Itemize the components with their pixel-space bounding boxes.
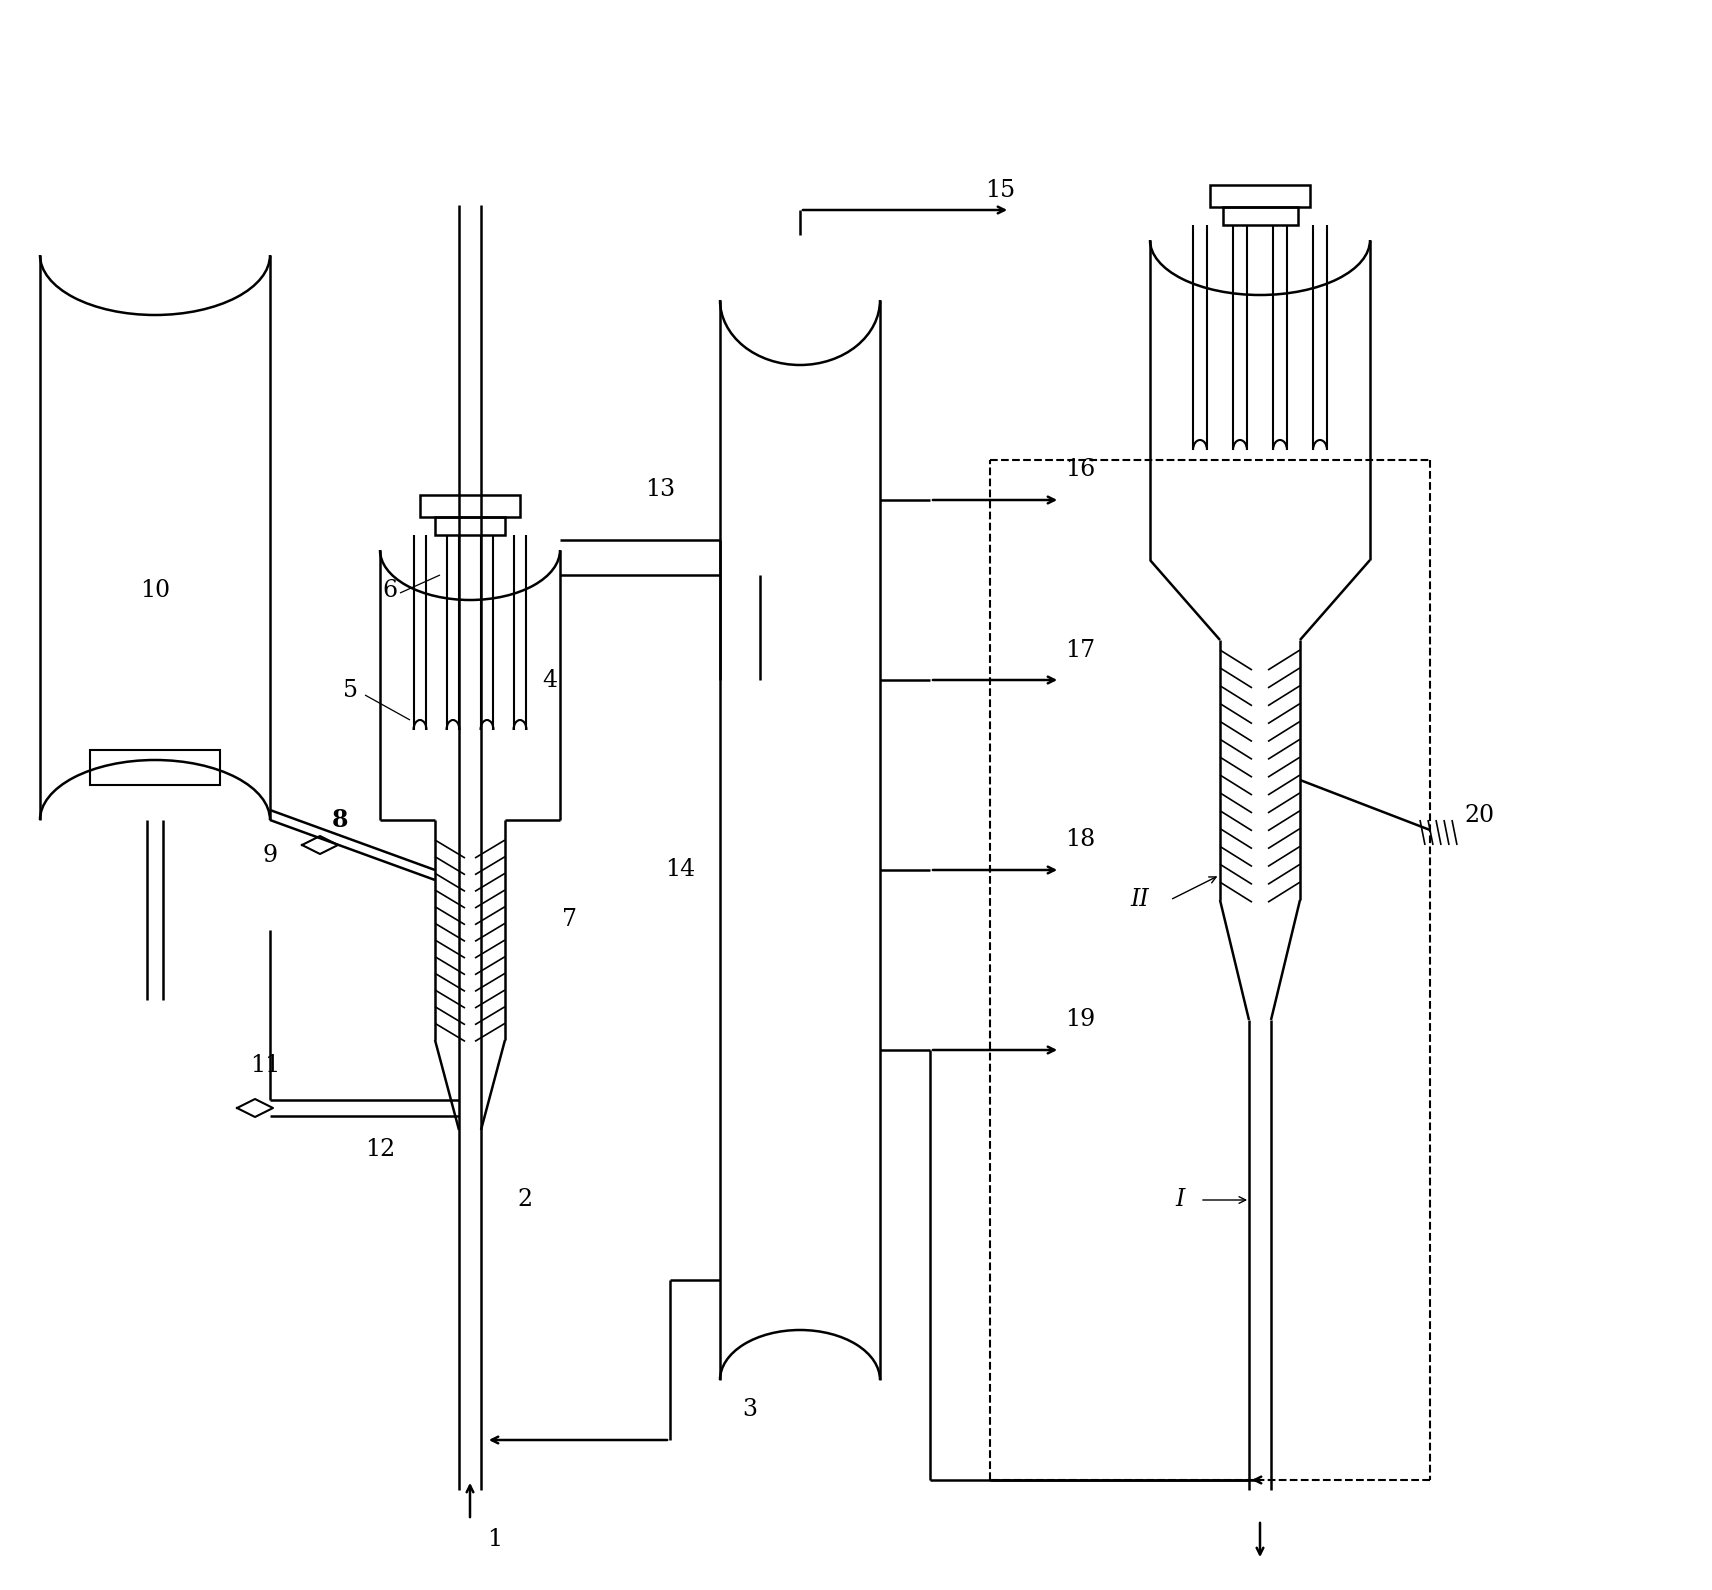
Bar	[1210, 184, 1310, 207]
Text: 17: 17	[1065, 639, 1096, 661]
Text: 4: 4	[543, 668, 558, 692]
Bar	[91, 750, 221, 785]
Text: 14: 14	[664, 859, 695, 881]
Text: 9: 9	[262, 844, 277, 867]
Text: 16: 16	[1065, 458, 1096, 482]
Text: 2: 2	[517, 1188, 532, 1212]
Text: 20: 20	[1465, 803, 1495, 827]
Text: 12: 12	[365, 1138, 395, 1162]
Text: 3: 3	[743, 1399, 757, 1421]
Text: 7: 7	[563, 908, 577, 932]
Text: 6: 6	[382, 579, 397, 601]
Bar	[419, 494, 520, 517]
Text: 13: 13	[645, 479, 675, 501]
Text: 8: 8	[332, 808, 348, 832]
Text: I: I	[1176, 1188, 1185, 1212]
Text: 5: 5	[342, 679, 358, 701]
Text: II: II	[1130, 889, 1149, 911]
Bar	[1222, 207, 1298, 226]
Text: 10: 10	[140, 579, 169, 601]
Text: 15: 15	[984, 178, 1015, 202]
Text: 19: 19	[1065, 1008, 1096, 1032]
Bar	[435, 517, 505, 534]
Text: 11: 11	[250, 1054, 281, 1076]
Text: 1: 1	[488, 1528, 503, 1552]
Text: 18: 18	[1065, 828, 1096, 852]
